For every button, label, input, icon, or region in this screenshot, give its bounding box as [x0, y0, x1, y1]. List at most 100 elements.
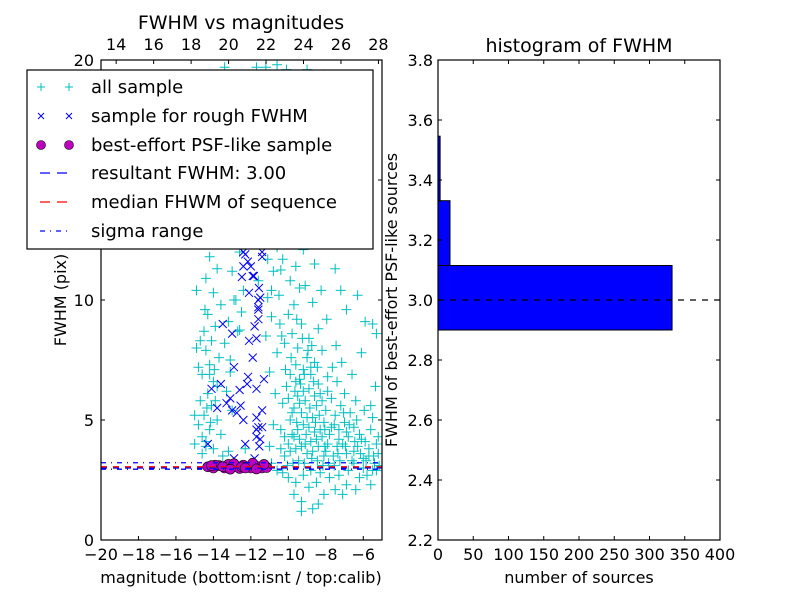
point-all-sample	[286, 352, 297, 363]
point-all-sample	[270, 388, 281, 399]
scatter-y-axis-label: FWHM (pix)	[51, 254, 70, 347]
point-all-sample	[359, 405, 370, 416]
x-tick-label-top: 14	[106, 35, 126, 54]
point-all-sample	[236, 307, 247, 317]
y-tick-label: 3.6	[408, 111, 433, 130]
point-all-sample	[279, 338, 290, 349]
point-sample-for-rough-fwhm	[252, 334, 261, 343]
point-all-sample	[292, 424, 303, 435]
point-all-sample	[215, 429, 226, 440]
point-all-sample	[362, 470, 373, 481]
legend-label: resultant FWHM: 3.00	[91, 163, 286, 184]
point-all-sample	[299, 458, 310, 469]
point-all-sample	[330, 410, 341, 421]
point-all-sample	[272, 347, 283, 358]
point-all-sample	[266, 285, 277, 296]
point-all-sample	[193, 362, 204, 373]
legend-circle-marker-icon	[36, 140, 46, 150]
x-tick-label-top: 26	[331, 35, 351, 54]
point-all-sample	[300, 395, 311, 406]
point-all-sample	[219, 338, 230, 349]
point-all-sample	[329, 460, 340, 471]
histogram-x-axis-label: number of sources	[504, 568, 654, 587]
point-all-sample	[302, 412, 313, 423]
point-all-sample	[333, 434, 344, 445]
point-all-sample	[355, 448, 366, 459]
histogram-bar	[438, 265, 673, 331]
point-all-sample	[299, 369, 310, 380]
x-tick-label: 200	[564, 545, 595, 564]
point-sample-for-rough-fwhm	[255, 434, 265, 444]
point-all-sample	[354, 472, 365, 483]
point-all-sample	[304, 403, 315, 413]
point-all-sample	[266, 311, 277, 322]
histogram-y-axis-label: FWHM of best-effort PSF-like sources	[382, 153, 401, 447]
point-all-sample	[280, 364, 291, 375]
x-tick-label-bottom: −16	[159, 545, 193, 564]
point-all-sample	[333, 470, 344, 481]
point-all-sample	[274, 319, 285, 329]
point-all-sample	[296, 506, 307, 517]
point-all-sample	[330, 484, 341, 495]
point-all-sample	[200, 345, 211, 356]
point-all-sample	[208, 287, 219, 298]
point-sample-for-rough-fwhm	[237, 272, 247, 282]
point-all-sample	[305, 436, 316, 447]
point-all-sample	[326, 422, 337, 433]
legend-label: all sample	[91, 77, 183, 98]
point-all-sample	[303, 422, 314, 433]
point-sample-for-rough-fwhm	[254, 302, 263, 312]
point-all-sample	[285, 369, 296, 380]
point-all-sample	[315, 467, 326, 478]
point-all-sample	[301, 429, 312, 440]
legend-entry-sigma-range: sigma range	[40, 221, 203, 242]
point-all-sample	[339, 388, 350, 399]
point-all-sample	[197, 431, 208, 442]
point-all-sample	[321, 314, 332, 325]
histogram-bars	[438, 135, 673, 331]
point-all-sample	[354, 429, 365, 440]
point-all-sample	[307, 446, 318, 457]
point-all-sample	[351, 415, 362, 425]
point-all-sample	[197, 448, 208, 459]
y-tick-label: 2.6	[408, 411, 433, 430]
point-sample-for-rough-fwhm	[235, 385, 244, 395]
legend-label: median FHWM of sequence	[91, 192, 337, 213]
point-all-sample	[287, 407, 298, 418]
point-sample-for-rough-fwhm	[232, 408, 242, 418]
x-tick-label-bottom: −6	[351, 545, 375, 564]
point-all-sample	[312, 455, 323, 466]
point-all-sample	[316, 285, 327, 296]
x-tick-label-bottom: −14	[197, 545, 231, 564]
point-all-sample	[343, 465, 354, 476]
point-sample-for-rough-fwhm	[254, 442, 264, 451]
point-sample-for-rough-fwhm	[254, 305, 263, 314]
point-all-sample	[191, 343, 202, 353]
point-sample-for-rough-fwhm	[229, 362, 239, 372]
y-tick-label: 3.4	[408, 171, 433, 190]
point-all-sample	[300, 280, 311, 291]
legend-entry-median-fwhm: median FHWM of sequence	[40, 192, 337, 213]
point-all-sample	[296, 407, 307, 418]
y-tick-label: 2.2	[408, 531, 433, 550]
point-all-sample	[199, 304, 210, 315]
point-all-sample	[298, 364, 309, 375]
point-best-effort-psf-like-sample	[251, 463, 262, 475]
point-all-sample	[296, 441, 307, 452]
legend-label: sample for rough FWHM	[91, 106, 308, 127]
point-all-sample	[313, 499, 324, 509]
point-sample-for-rough-fwhm	[252, 425, 261, 434]
point-all-sample	[317, 460, 328, 471]
y-tick-label: 0	[84, 531, 94, 550]
y-tick-label: 20	[74, 51, 94, 70]
histogram-bar	[438, 135, 441, 202]
point-all-sample	[212, 263, 223, 274]
point-all-sample	[311, 434, 322, 445]
scatter-ticks: −20 −18 −16 −14 −12 −10 −8 −6 14 16 18 20 22 24 26 28 0 5…	[74, 35, 389, 564]
point-all-sample	[276, 331, 287, 341]
point-all-sample	[309, 259, 320, 269]
point-all-sample	[298, 419, 309, 430]
point-all-sample	[347, 369, 358, 380]
legend-x-marker-icon	[37, 112, 73, 120]
point-all-sample	[306, 453, 317, 464]
